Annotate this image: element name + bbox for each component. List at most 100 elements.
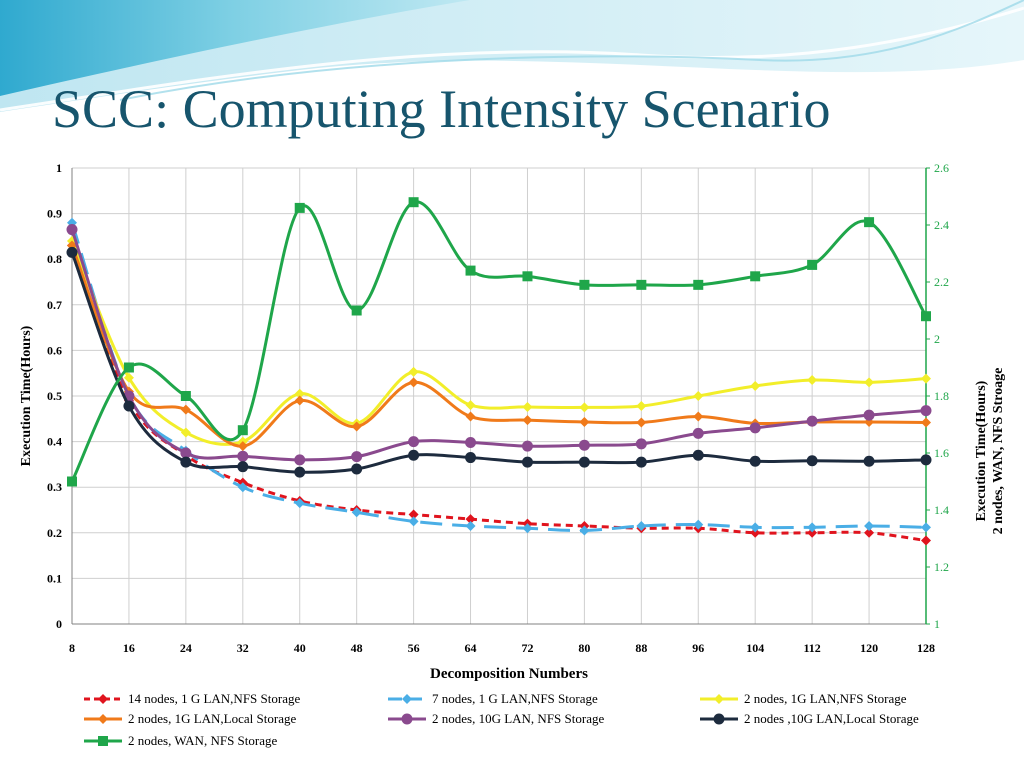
data-point [237, 425, 248, 436]
legend-label: 2 nodes ,10G LAN,Local Storage [744, 711, 919, 726]
data-point [864, 377, 875, 388]
data-point [635, 438, 647, 450]
legend-label: 7 nodes, 1 G LAN,NFS Storage [432, 691, 598, 706]
data-point [921, 373, 931, 384]
data-point [465, 411, 476, 422]
data-point [408, 197, 419, 208]
x-tick-label: 64 [465, 641, 477, 655]
data-point [408, 377, 419, 388]
data-point [692, 449, 704, 461]
legend-marker [98, 714, 108, 724]
legend-label: 14 nodes, 1 G LAN,NFS Storage [128, 691, 300, 706]
series-6 [67, 197, 931, 487]
data-point [67, 476, 77, 487]
x-tick-label: 8 [69, 641, 75, 655]
data-point [351, 507, 362, 518]
y-tick-label: 1 [56, 161, 62, 175]
data-point [749, 455, 761, 467]
y2-axis-title: Execution Time(Hours) [974, 380, 989, 521]
data-point [864, 527, 875, 538]
data-point [294, 202, 305, 213]
x-tick-label: 88 [635, 641, 647, 655]
data-point [66, 246, 78, 258]
data-point [921, 417, 931, 428]
legend-item: 14 nodes, 1 G LAN,NFS Storage [84, 691, 300, 706]
x-tick-label: 56 [408, 641, 420, 655]
legend-marker [402, 694, 412, 704]
y2-tick-label: 2.2 [934, 275, 949, 289]
data-point [750, 527, 761, 538]
legend-marker [714, 694, 724, 704]
header-wave-line [0, 6, 1024, 112]
legend-item: 2 nodes, 10G LAN, NFS Storage [388, 711, 604, 726]
legend-item: 2 nodes, 1G LAN,Local Storage [84, 711, 296, 726]
data-point [750, 271, 761, 282]
data-point [807, 527, 818, 538]
data-point [180, 447, 192, 459]
x-tick-label: 48 [351, 641, 363, 655]
data-point [521, 440, 533, 452]
y-tick-label: 0.1 [47, 571, 62, 585]
data-point [123, 400, 135, 412]
legend-label: 2 nodes, 1G LAN,NFS Storage [744, 691, 907, 706]
x-tick-label: 16 [123, 641, 135, 655]
legend-item: 7 nodes, 1 G LAN,NFS Storage [388, 691, 598, 706]
data-point [863, 455, 875, 467]
y2-tick-label: 1 [934, 617, 940, 631]
data-point [237, 461, 249, 473]
data-point [692, 427, 704, 439]
data-point [636, 520, 647, 531]
data-point [693, 279, 704, 290]
data-point [522, 523, 533, 534]
x-tick-label: 24 [180, 641, 192, 655]
data-point [693, 411, 704, 422]
x-tick-label: 128 [917, 641, 935, 655]
y2-tick-label: 1.4 [934, 503, 949, 517]
header-wave-dark [0, 0, 470, 96]
data-point [920, 454, 932, 466]
data-point [180, 456, 192, 468]
x-tick-label: 104 [746, 641, 764, 655]
legend-label: 2 nodes, 10G LAN, NFS Storage [432, 711, 604, 726]
x-axis-title: Decomposition Numbers [430, 666, 588, 682]
chart-axis-titles: Decomposition Numbers Execution Time(Hour… [19, 325, 1006, 682]
data-point [636, 417, 647, 428]
data-point [180, 391, 191, 401]
series-line [70, 200, 928, 483]
data-point [921, 522, 931, 533]
chart-series [66, 197, 932, 546]
data-point [465, 265, 476, 276]
x-tick-label: 120 [860, 641, 878, 655]
data-point [807, 259, 818, 270]
legend-marker [98, 736, 108, 746]
y2-tick-label: 1.2 [934, 560, 949, 574]
chart-tick-labels: 0 0.1 0.2 0.3 0.4 0.5 0.6 0.7 0.8 0.9 1 1 1.2 1.4 1.6 1… [47, 161, 949, 655]
chart-canvas [18, 158, 1008, 752]
header-wave-line-2 [119, 0, 1024, 101]
data-point [408, 436, 420, 448]
data-point [351, 463, 363, 475]
data-point [635, 456, 647, 468]
y-tick-label: 0.8 [47, 252, 62, 266]
series-4 [66, 224, 932, 466]
data-point [465, 437, 477, 449]
data-point [579, 416, 590, 427]
legend-label: 2 nodes, 1G LAN,Local Storage [128, 711, 296, 726]
legend-marker [98, 694, 108, 704]
data-point [180, 404, 191, 415]
data-point [579, 402, 590, 413]
y-tick-label: 0.7 [47, 298, 62, 312]
data-point [351, 451, 363, 463]
y2-tick-label: 2 [934, 332, 940, 346]
data-point [920, 405, 932, 417]
data-point [294, 498, 305, 509]
data-point [294, 466, 306, 478]
legend-item: 2 nodes, WAN, NFS Storage [84, 733, 277, 748]
data-point [408, 509, 419, 520]
data-point [408, 366, 419, 377]
data-point [522, 401, 533, 412]
data-point [693, 391, 704, 401]
y2-tick-label: 2.4 [934, 218, 949, 232]
